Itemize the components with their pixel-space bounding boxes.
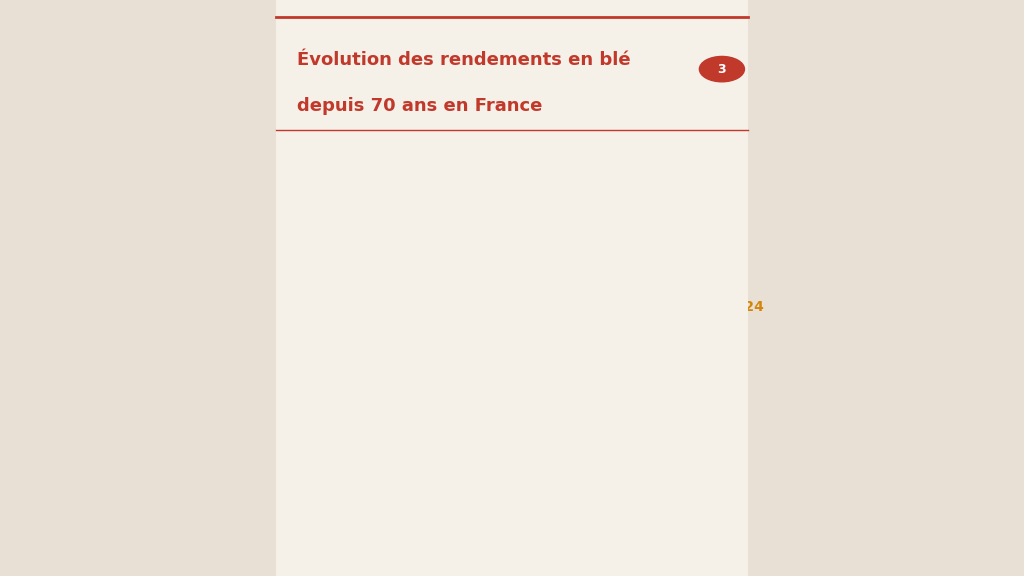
Text: 3: 3 bbox=[718, 63, 726, 75]
Text: Rendement: Rendement bbox=[338, 136, 397, 146]
Text: Évolution des rendements en blé: Évolution des rendements en blé bbox=[297, 51, 631, 69]
Text: en q/ha: en q/ha bbox=[338, 154, 377, 164]
Legend: Blé tendre: Blé tendre bbox=[348, 270, 441, 283]
Text: 2024: 2024 bbox=[725, 300, 764, 314]
Text: depuis 70 ans en France: depuis 70 ans en France bbox=[297, 97, 543, 115]
